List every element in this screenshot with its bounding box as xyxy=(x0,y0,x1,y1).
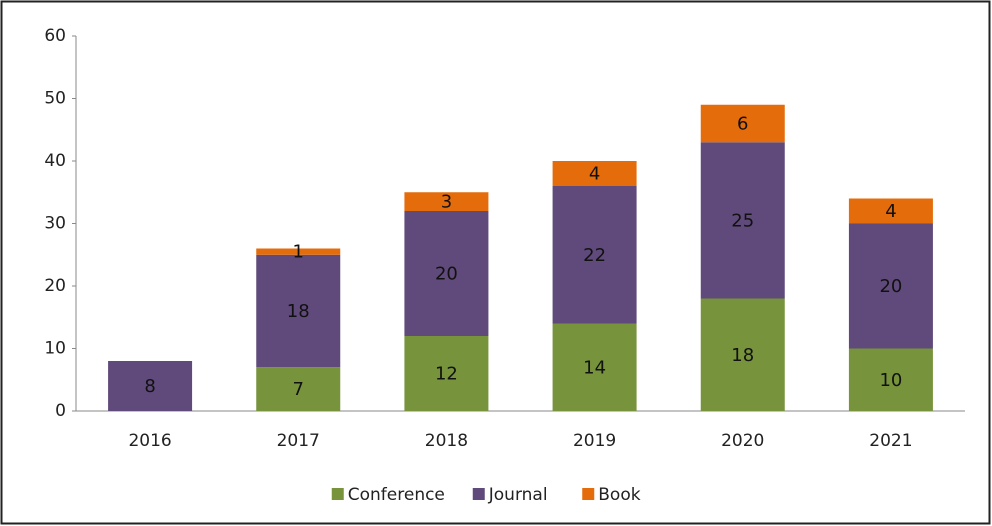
bar-segment xyxy=(256,248,341,255)
data-label: 7 xyxy=(293,379,304,400)
bar-segment xyxy=(700,298,785,411)
bar-segment xyxy=(404,192,489,211)
x-tick-label: 2020 xyxy=(721,431,764,451)
data-label: 12 xyxy=(435,364,458,385)
data-label: 18 xyxy=(731,345,754,366)
x-tick-label: 2021 xyxy=(869,431,912,451)
data-label: 4 xyxy=(885,201,896,222)
bar-segment xyxy=(700,104,785,143)
y-tick-label: 30 xyxy=(44,214,66,234)
data-label: 10 xyxy=(879,370,902,391)
x-tick-label: 2016 xyxy=(128,431,171,451)
y-tick-label: 60 xyxy=(44,26,66,46)
y-tick-label: 10 xyxy=(44,339,66,359)
data-label: 18 xyxy=(287,301,310,322)
bar-segment xyxy=(848,348,933,411)
bar-segment xyxy=(108,361,193,411)
y-tick-label: 40 xyxy=(44,151,66,171)
data-label: 20 xyxy=(435,264,458,285)
data-label: 6 xyxy=(737,114,748,135)
y-tick-label: 20 xyxy=(44,276,66,296)
data-label: 1 xyxy=(293,242,304,263)
legend-swatch xyxy=(331,488,344,500)
data-label: 4 xyxy=(589,164,600,185)
bar-segment xyxy=(848,223,933,349)
x-tick-label: 2017 xyxy=(277,431,320,451)
bar-segment xyxy=(552,323,637,411)
data-label: 8 xyxy=(144,376,155,397)
legend-swatch xyxy=(582,488,595,500)
x-tick-label: 2018 xyxy=(425,431,468,451)
bar-segment xyxy=(404,211,489,336)
legend-swatch xyxy=(472,488,485,500)
bar-segment xyxy=(404,336,489,411)
bar-segment xyxy=(552,186,637,324)
bar-segment xyxy=(256,254,341,368)
x-tick-label: 2019 xyxy=(573,431,616,451)
data-label: 14 xyxy=(583,357,606,378)
data-label: 22 xyxy=(583,245,606,266)
bar-segment xyxy=(700,142,785,299)
bar-segment xyxy=(552,161,637,186)
y-tick-label: 50 xyxy=(44,89,66,109)
y-tick-label: 0 xyxy=(55,401,66,421)
data-label: 3 xyxy=(441,192,452,213)
bar-segment xyxy=(848,198,933,224)
legend-label: Journal xyxy=(488,485,548,505)
data-label: 20 xyxy=(879,276,902,297)
data-label: 25 xyxy=(731,210,754,231)
legend-label: Conference xyxy=(348,485,445,505)
legend-label: Book xyxy=(598,485,640,505)
bar-segment xyxy=(256,367,341,411)
